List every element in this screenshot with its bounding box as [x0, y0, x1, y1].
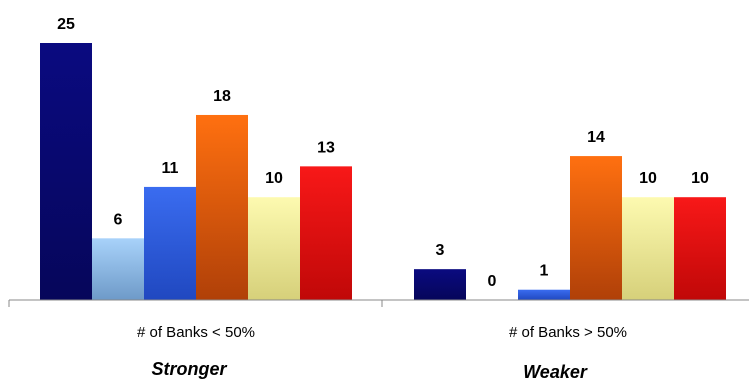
data-label: 13	[317, 139, 335, 156]
group-label: Stronger	[151, 359, 227, 379]
bars-layer	[40, 43, 726, 301]
bar	[40, 43, 92, 300]
bar	[518, 289, 570, 300]
data-label: 11	[162, 160, 179, 177]
data-label: 14	[587, 129, 605, 146]
bar	[196, 114, 248, 301]
category-label: # of Banks < 50%	[137, 324, 255, 341]
bar	[248, 197, 300, 300]
data-label: 25	[57, 16, 75, 33]
bar	[622, 197, 674, 300]
category-labels-layer: # of Banks < 50% # of Banks > 50% Strong…	[137, 324, 627, 381]
bar	[92, 238, 144, 300]
bar	[414, 269, 466, 300]
data-label: 6	[114, 211, 123, 228]
bar	[144, 186, 196, 300]
bar	[300, 166, 352, 300]
category-label: # of Banks > 50%	[509, 324, 627, 341]
bar	[570, 156, 622, 300]
x-axis	[8, 299, 749, 307]
data-label: 1	[540, 263, 549, 280]
value-labels-layer: 25 6 11 18 10 13 3 0 1 14 10 10	[57, 16, 709, 290]
data-label: 0	[488, 273, 497, 290]
data-label: 10	[265, 170, 283, 187]
data-label: 10	[639, 170, 657, 187]
data-label: 18	[213, 88, 231, 105]
group-label: Weaker	[523, 362, 588, 381]
data-label: 10	[691, 170, 709, 187]
bar	[674, 197, 726, 300]
data-label: 3	[436, 242, 445, 259]
